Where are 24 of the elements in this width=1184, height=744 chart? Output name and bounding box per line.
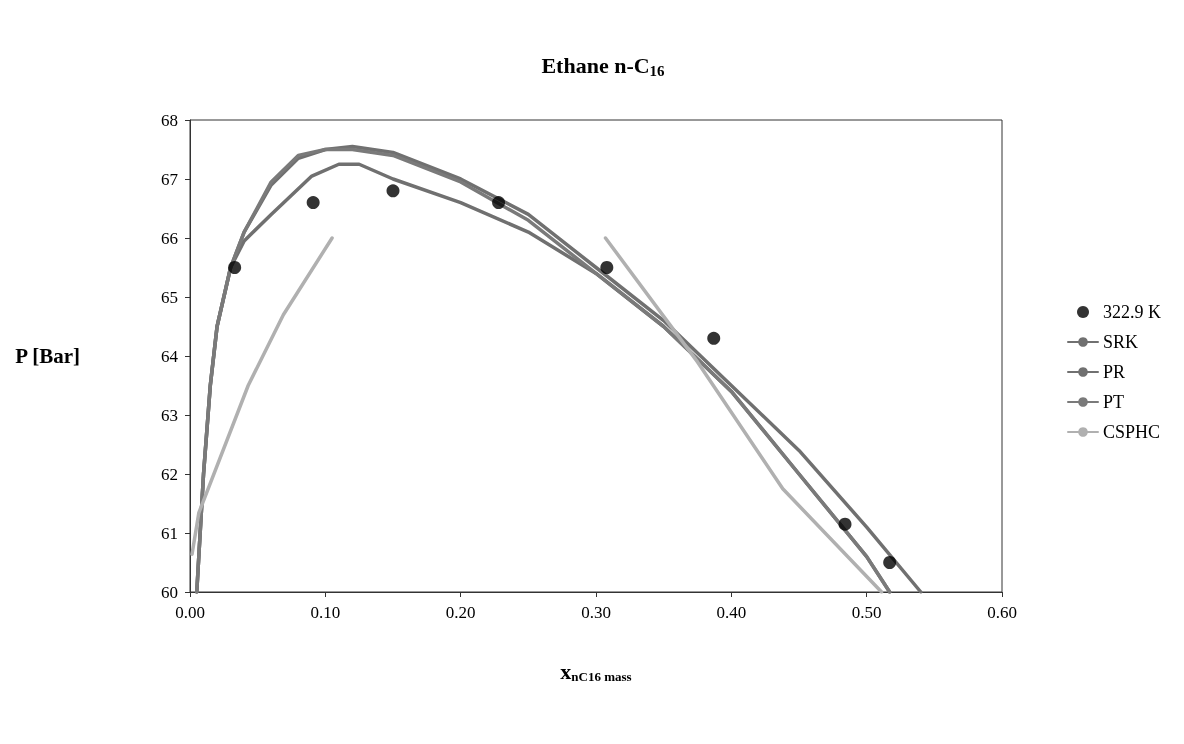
legend-label: 322.9 K — [1103, 302, 1161, 322]
y-tick-label: 65 — [161, 287, 178, 307]
x-tick-label: 0.20 — [445, 603, 476, 622]
y-tick-label: 67 — [161, 169, 179, 189]
y-tick-label: 61 — [161, 523, 178, 543]
x-tick-label: 0.00 — [175, 603, 205, 622]
y-tick-label: 64 — [161, 346, 179, 366]
x-tick-label: 0.30 — [581, 603, 611, 622]
legend-label: SRK — [1103, 332, 1139, 352]
legend-label: CSPHC — [1103, 422, 1161, 442]
y-tick-label: 63 — [161, 405, 178, 425]
legend-label: PT — [1103, 392, 1125, 412]
x-axis-title: xnC16 mass — [560, 659, 632, 684]
y-tick-label: 66 — [161, 228, 178, 248]
y-tick-label: 62 — [161, 464, 178, 484]
legend-label: PR — [1103, 362, 1126, 382]
x-tick-label: 0.40 — [716, 603, 747, 622]
x-tick-label: 0.10 — [310, 603, 341, 622]
y-tick-label: 68 — [161, 110, 178, 130]
x-tick-label: 0.50 — [851, 603, 882, 622]
x-tick-label: 0.60 — [987, 603, 1017, 622]
y-tick-label: 60 — [161, 582, 178, 602]
y-axis-title: P [Bar] — [15, 344, 80, 368]
chart-title: Ethane n-C16 — [541, 53, 666, 79]
